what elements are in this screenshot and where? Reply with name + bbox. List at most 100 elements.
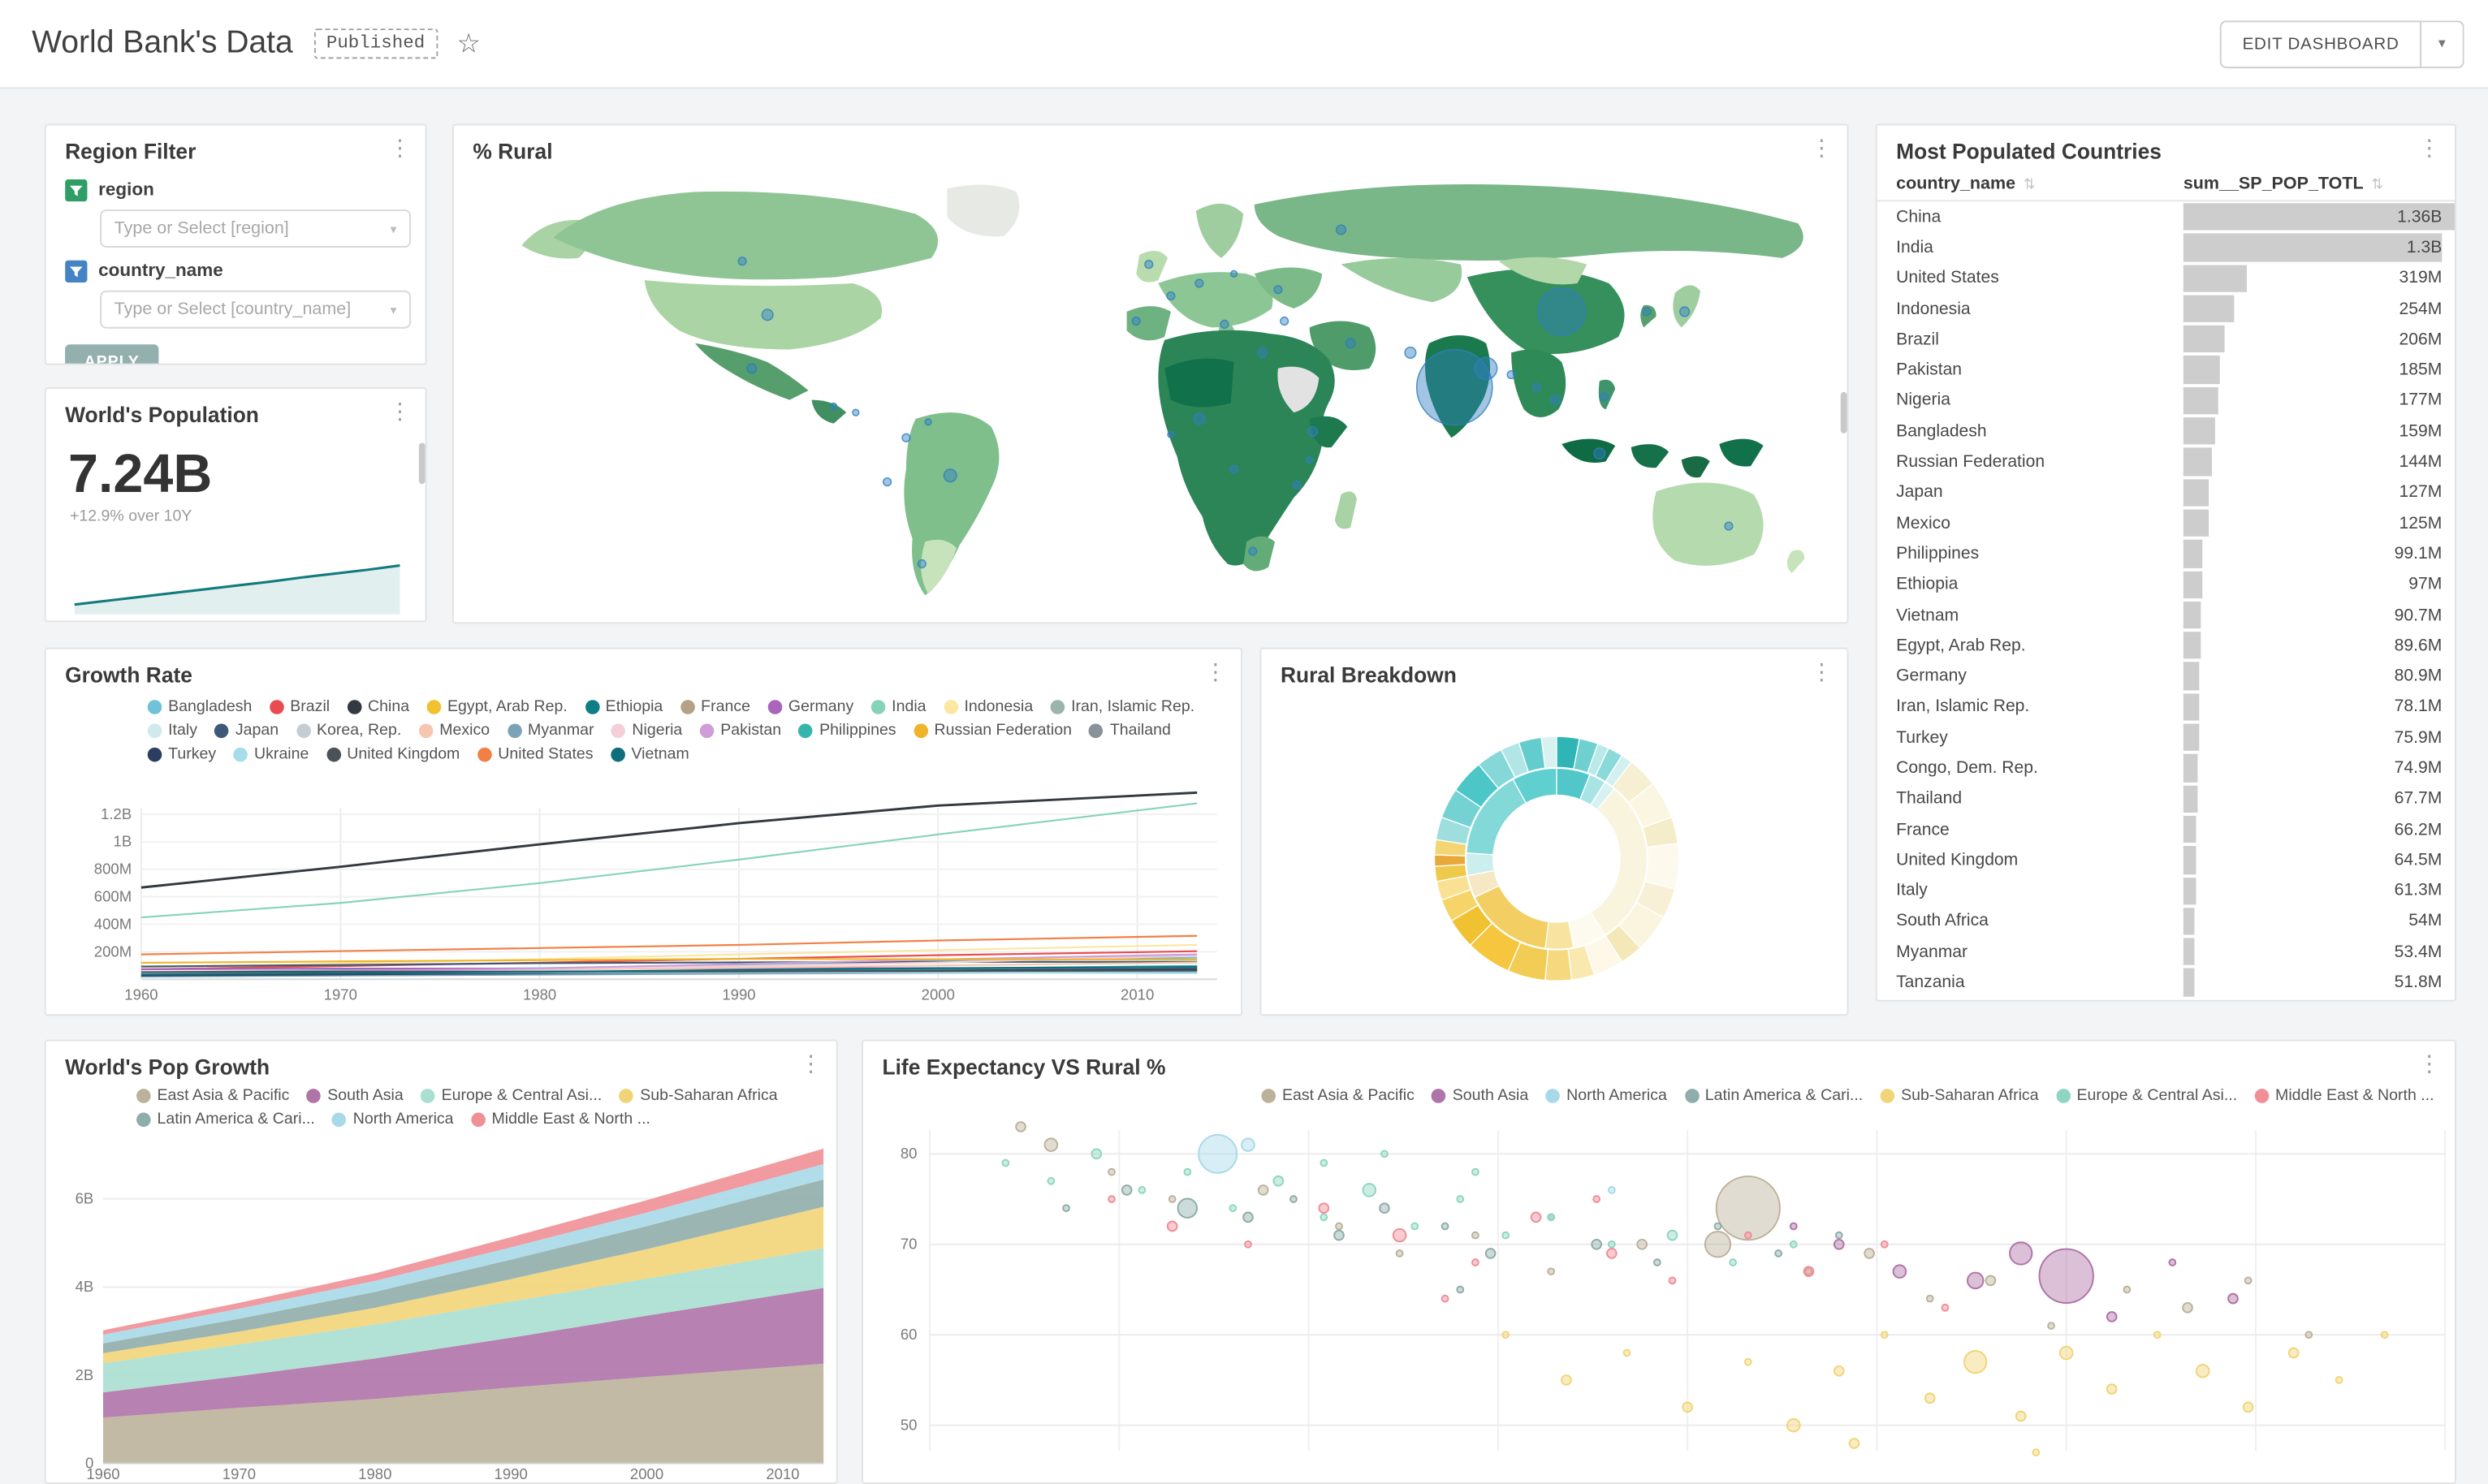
table-row: Pakistan 185M: [1877, 355, 2455, 386]
table-row: France 66.2M: [1877, 814, 2455, 845]
chevron-down-icon: ▾: [390, 221, 397, 236]
card-title: Growth Rate: [65, 663, 192, 688]
apply-button[interactable]: APPLY: [65, 344, 159, 364]
legend-dot: [585, 700, 599, 714]
value-label: 206M: [2399, 330, 2443, 349]
world-map-chart[interactable]: [454, 166, 1849, 623]
value-label: 1.36B: [2397, 207, 2443, 226]
country-name-cell: Congo, Dem. Rep.: [1896, 758, 2038, 778]
card-menu-kebab-icon[interactable]: ⋮: [2418, 135, 2441, 161]
legend-item[interactable]: North America: [1545, 1087, 1667, 1105]
legend-dot: [1089, 723, 1104, 739]
legend-label: Japan: [235, 722, 279, 740]
legend-item[interactable]: France: [680, 698, 750, 716]
legend-item[interactable]: North America: [332, 1111, 454, 1128]
legend-item[interactable]: Latin America & Cari...: [136, 1111, 315, 1128]
legend-item[interactable]: South Asia: [306, 1087, 404, 1105]
legend-item[interactable]: South Asia: [1432, 1087, 1528, 1105]
rural-breakdown-chart[interactable]: [1261, 693, 1848, 1016]
legend-item[interactable]: United Kingdom: [326, 746, 460, 763]
value-label: 125M: [2399, 513, 2443, 533]
population-value-cell: 1.3B: [2183, 232, 2455, 263]
value-bar: [2183, 448, 2213, 476]
legend-item[interactable]: United States: [477, 746, 594, 763]
svg-text:70: 70: [901, 1236, 918, 1253]
legend-item[interactable]: Russian Federation: [914, 723, 1072, 740]
legend-label: Latin America & Cari...: [1704, 1087, 1864, 1105]
legend-label: Turkey: [168, 745, 217, 764]
resize-handle[interactable]: [418, 442, 425, 485]
legend-item[interactable]: China: [347, 698, 409, 716]
region-select[interactable]: Type or Select [region] ▾: [100, 209, 412, 248]
pop-growth-chart[interactable]: 0 2B 4B 6B 1960 1970 1980 1990 2000 2010: [46, 1127, 838, 1484]
most-populated-table-body: China 1.36B India 1.3B United States 319M Indo…: [1877, 201, 2455, 998]
value-bar: [2183, 692, 2199, 721]
legend-item[interactable]: Iran, Islamic Rep.: [1050, 698, 1194, 716]
legend-item[interactable]: Europe & Central Asi...: [421, 1087, 602, 1105]
legend-item[interactable]: Korea, Rep.: [296, 723, 401, 740]
card-menu-kebab-icon[interactable]: ⋮: [1810, 658, 1833, 684]
legend-item[interactable]: Ethiopia: [585, 698, 663, 716]
legend-item[interactable]: Mexico: [418, 723, 490, 740]
legend-label: Egypt, Arab Rep.: [447, 698, 568, 716]
legend-dot: [798, 723, 814, 739]
value-bar: [2183, 264, 2248, 292]
legend-item[interactable]: Thailand: [1089, 723, 1171, 740]
population-value-cell: 80.9M: [2183, 661, 2455, 692]
country-name-cell: Thailand: [1896, 789, 1963, 809]
population-value-cell: 51.8M: [2183, 967, 2455, 998]
legend-item[interactable]: East Asia & Pacific: [136, 1087, 289, 1105]
legend-item[interactable]: Turkey: [147, 745, 217, 764]
legend-item[interactable]: Brazil: [269, 698, 330, 716]
card-menu-kebab-icon[interactable]: ⋮: [388, 398, 412, 425]
card-menu-kebab-icon[interactable]: ⋮: [799, 1050, 823, 1076]
edit-dashboard-button[interactable]: EDIT DASHBOARD: [2220, 19, 2421, 68]
legend-item[interactable]: Pakistan: [699, 723, 781, 740]
legend-item[interactable]: Sub-Saharan Africa: [619, 1087, 778, 1105]
map-bubble-overlay: [737, 224, 1734, 569]
legend-item[interactable]: East Asia & Pacific: [1261, 1087, 1415, 1105]
legend-item[interactable]: India: [870, 698, 927, 716]
card-menu-kebab-icon[interactable]: ⋮: [1204, 658, 1227, 684]
value-bar: [2183, 509, 2209, 537]
legend-item[interactable]: Sub-Saharan Africa: [1880, 1087, 2039, 1105]
card-title: % Rural: [473, 140, 553, 164]
legend-item[interactable]: Europe & Central Asi...: [2056, 1087, 2237, 1105]
card-menu-kebab-icon[interactable]: ⋮: [2418, 1050, 2441, 1076]
filter-field-country: country_name: [46, 252, 425, 287]
legend-item[interactable]: Latin America & Cari...: [1684, 1087, 1863, 1105]
svg-text:1970: 1970: [222, 1465, 256, 1482]
country-name-select[interactable]: Type or Select [country_name] ▾: [100, 290, 412, 329]
legend-dot: [332, 1112, 347, 1128]
country-name-cell: United States: [1896, 268, 1999, 288]
legend-item[interactable]: Nigeria: [611, 723, 682, 740]
favorite-star-icon[interactable]: ☆: [456, 28, 482, 59]
legend-item[interactable]: Egypt, Arab Rep.: [426, 698, 568, 716]
legend-item[interactable]: Ukraine: [233, 746, 309, 763]
legend-item[interactable]: Japan: [214, 723, 279, 740]
legend-label: South Asia: [1452, 1087, 1529, 1105]
legend-item[interactable]: Middle East & North ...: [471, 1111, 650, 1128]
header-menu-button[interactable]: ▾: [2421, 19, 2464, 68]
life-expectancy-chart[interactable]: 50 60 70 80: [863, 1117, 2456, 1484]
legend-item[interactable]: Vietnam: [611, 746, 689, 763]
legend-item[interactable]: Philippines: [798, 723, 896, 740]
table-row: United States 319M: [1877, 263, 2455, 294]
population-trend-sparkline[interactable]: [65, 548, 409, 618]
legend-item[interactable]: Myanmar: [507, 723, 594, 740]
legend-item[interactable]: Germany: [767, 698, 853, 716]
column-header-country[interactable]: country_name ⇅: [1877, 175, 2183, 193]
column-header-population[interactable]: sum__SP_POP_TOTL ⇅: [2183, 175, 2443, 193]
resize-handle[interactable]: [1840, 391, 1847, 434]
value-label: 75.9M: [2394, 727, 2443, 748]
growth-rate-chart[interactable]: 1960 1970 1980 1990 2000 2010 200M 400M 600M 800M…: [46, 786, 1242, 1016]
legend-item[interactable]: Bangladesh: [147, 698, 252, 716]
card-menu-kebab-icon[interactable]: ⋮: [1810, 135, 1833, 161]
card-menu-kebab-icon[interactable]: ⋮: [388, 135, 412, 161]
growth-rate-legend: Bangladesh Brazil China Egypt, Arab Rep. Eth…: [147, 698, 1235, 764]
country-name-cell: Iran, Islamic Rep.: [1896, 697, 2030, 717]
legend-item[interactable]: Italy: [147, 723, 197, 740]
legend-item[interactable]: Middle East & North ...: [2254, 1087, 2434, 1105]
legend-item[interactable]: Indonesia: [944, 698, 1033, 716]
value-label: 51.8M: [2394, 973, 2443, 993]
